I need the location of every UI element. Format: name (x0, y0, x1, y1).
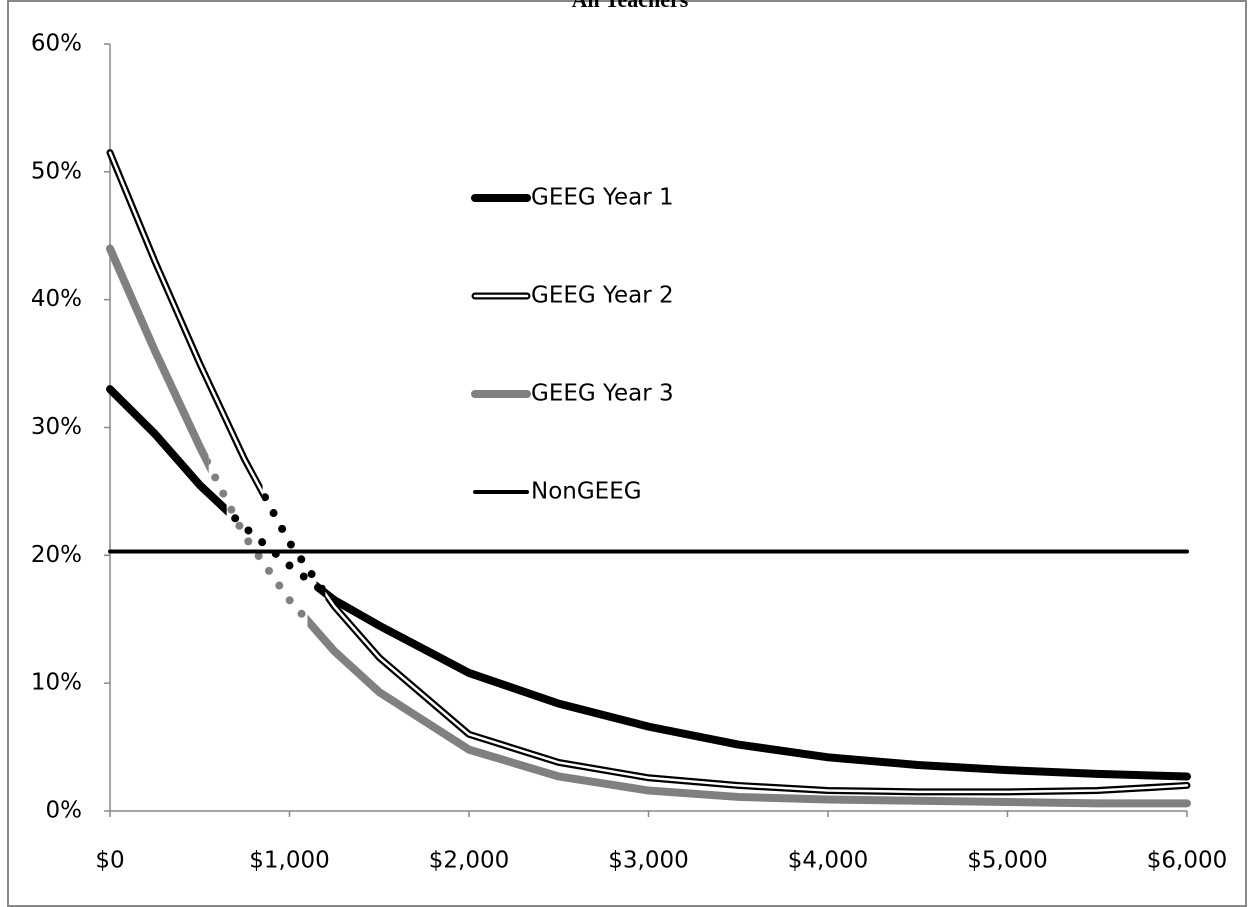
chart-frame (7, 0, 1247, 907)
series-line (106, 385, 1191, 781)
x-tick-label: $5,000 (967, 848, 1047, 874)
y-tick-label: 50% (31, 158, 82, 184)
x-tick-label: $6,000 (1147, 848, 1227, 874)
x-tick-label: $0 (95, 848, 124, 874)
chart-title: All Teachers (572, 0, 689, 12)
y-tick-label: 20% (31, 542, 82, 568)
x-tick-label: $2,000 (429, 848, 509, 874)
legend-label: GEEG Year 1 (531, 185, 674, 211)
series-line (108, 151, 1189, 794)
y-tick-label: 60% (31, 31, 82, 57)
legend-label: NonGEEG (531, 479, 642, 505)
y-tick-label: 40% (31, 286, 82, 312)
y-tick-label: 10% (31, 670, 82, 696)
x-tick-label: $1,000 (249, 848, 329, 874)
x-tick-label: $4,000 (788, 848, 868, 874)
y-tick-label: 30% (31, 414, 82, 440)
series-line-dotted (208, 455, 308, 627)
legend-label: GEEG Year 3 (531, 381, 674, 407)
x-tick-label: $3,000 (608, 848, 688, 874)
legend-label: GEEG Year 2 (531, 283, 674, 309)
y-tick-label: 0% (46, 798, 83, 824)
